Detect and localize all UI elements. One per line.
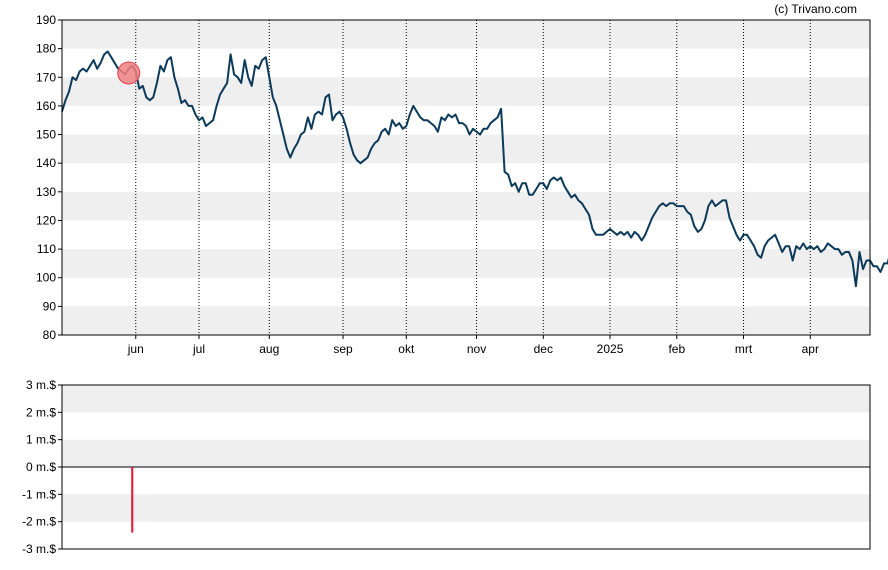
y-tick-label: 170	[36, 70, 56, 84]
volume-panel-frame	[61, 384, 871, 550]
price-panel-frame	[61, 19, 871, 336]
volume-band	[62, 439, 870, 467]
price-band	[62, 249, 870, 278]
y-tick-label: 2 m.$	[26, 405, 56, 419]
y-tick-label: 110	[37, 242, 56, 256]
y-tick-label: 100	[36, 271, 56, 285]
y-tick-label: 160	[36, 99, 56, 113]
x-tick-label: 2025	[597, 342, 624, 356]
x-tick-label: jul	[192, 342, 205, 356]
y-tick-label: 190	[36, 13, 56, 27]
volume-band	[62, 385, 870, 413]
price-band	[62, 191, 870, 221]
x-tick-label: nov	[467, 342, 486, 356]
y-tick-label: -3 m.$	[22, 542, 56, 556]
x-tick-label: okt	[398, 342, 415, 356]
y-tick-label: 120	[36, 213, 56, 227]
price-band	[62, 77, 870, 106]
x-tick-label: dec	[534, 342, 553, 356]
event-marker	[117, 61, 141, 85]
y-tick-label: 130	[36, 185, 56, 199]
price-band	[62, 134, 870, 164]
price-series-line	[61, 50, 888, 288]
price-band	[62, 20, 870, 49]
x-tick-label: aug	[259, 342, 279, 356]
y-tick-label: 140	[36, 156, 56, 170]
x-tick-label: sep	[333, 342, 353, 356]
x-tick-label: feb	[668, 342, 685, 356]
y-tick-label: 180	[36, 42, 56, 56]
y-tick-label: 90	[43, 299, 57, 313]
x-tick-label: jun	[127, 342, 144, 356]
y-tick-label: 150	[36, 128, 56, 142]
y-tick-label: 0 m.$	[26, 460, 56, 474]
credit-text: (c) Trivano.com	[774, 2, 857, 16]
y-tick-label: 1 m.$	[26, 433, 56, 447]
y-tick-label: -2 m.$	[22, 515, 56, 529]
y-tick-label: -1 m.$	[22, 487, 56, 501]
price-band	[62, 306, 870, 335]
y-tick-label: 3 m.$	[26, 378, 56, 392]
y-tick-label: 80	[43, 328, 57, 342]
x-tick-label: mrt	[735, 342, 753, 356]
x-tick-label: apr	[802, 342, 819, 356]
volume-band	[62, 494, 870, 522]
